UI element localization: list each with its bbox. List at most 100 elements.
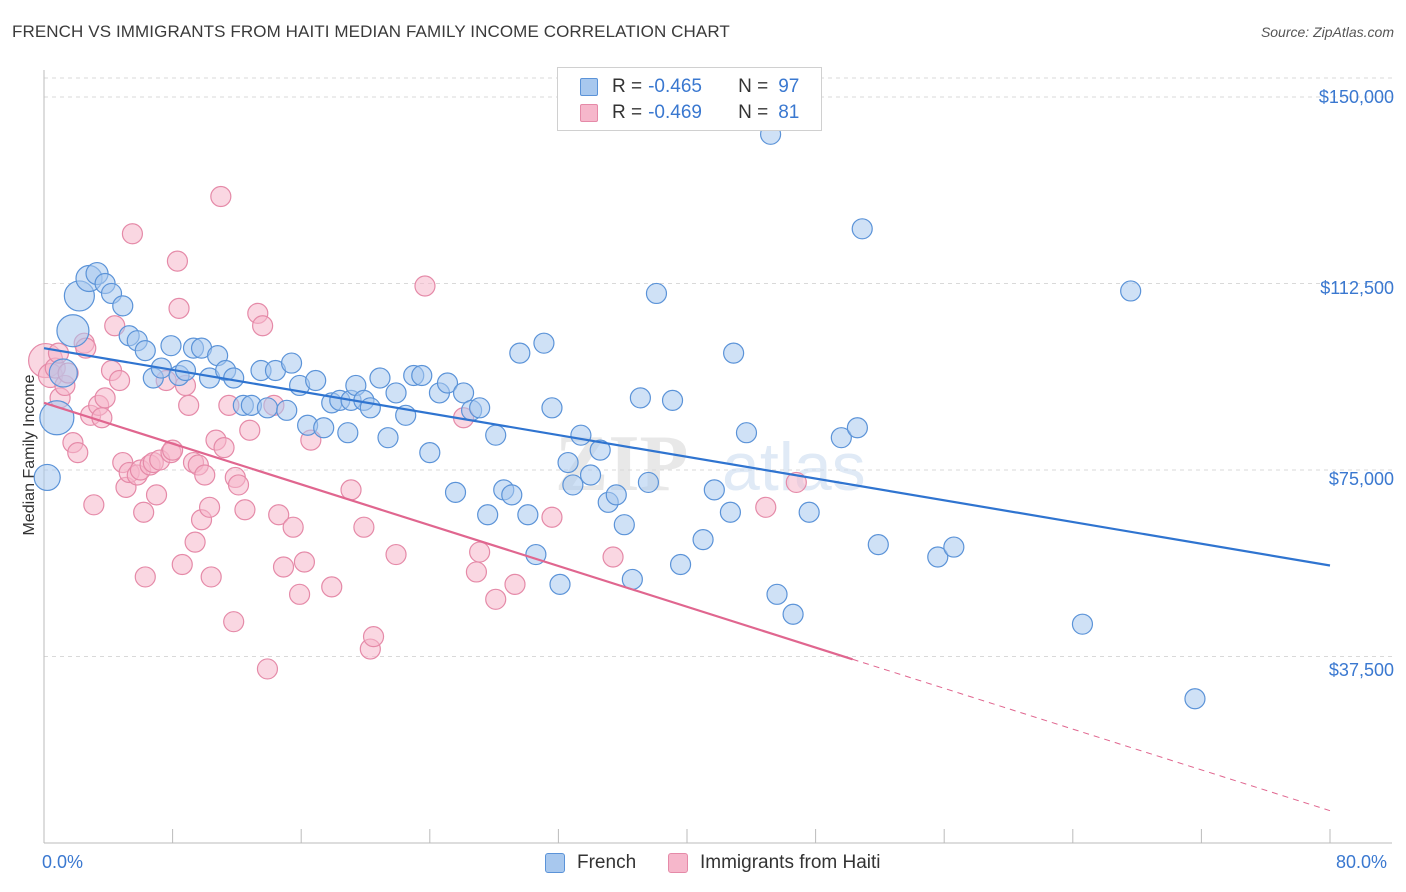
n-value: 81 xyxy=(778,102,800,123)
haiti-swatch xyxy=(668,853,688,873)
french-point xyxy=(719,501,742,523)
haiti-point xyxy=(469,541,491,563)
french-point xyxy=(256,397,279,419)
haiti-point xyxy=(485,588,507,610)
y-tick-label: $112,500 xyxy=(1320,278,1394,298)
french-point xyxy=(562,474,584,496)
x-tick-label-max: 80.0% xyxy=(1336,852,1388,872)
french-point xyxy=(661,389,684,411)
r-value: -0.469 xyxy=(648,102,702,123)
french-swatch xyxy=(580,78,598,96)
french-point xyxy=(645,282,668,305)
stats-row-haiti: R = -0.469 N = 81 xyxy=(580,102,799,124)
french-point xyxy=(411,364,433,387)
haiti-point xyxy=(198,496,221,518)
haiti-point xyxy=(385,543,407,566)
french-point xyxy=(782,603,804,625)
haiti-point xyxy=(272,556,295,578)
n-key: N = xyxy=(738,76,769,97)
french-point xyxy=(766,583,788,605)
french-point xyxy=(477,504,499,526)
french-point xyxy=(160,335,182,357)
haiti-point xyxy=(239,419,261,441)
french-point xyxy=(369,367,391,389)
french-point xyxy=(452,382,475,404)
haiti-point xyxy=(145,484,168,506)
haiti-swatch xyxy=(580,104,598,122)
french-point xyxy=(385,382,407,404)
french-point xyxy=(56,314,90,348)
haiti-point xyxy=(108,369,131,392)
french-point xyxy=(867,533,889,556)
french-points xyxy=(33,123,1206,710)
gridlines xyxy=(44,77,1392,657)
french-point xyxy=(419,441,441,464)
haiti-point xyxy=(91,407,113,429)
haiti-point xyxy=(200,566,222,588)
haiti-point xyxy=(252,315,274,337)
trend-lines xyxy=(43,347,1331,812)
french-point xyxy=(1071,613,1094,635)
r-key: R = xyxy=(612,102,643,123)
legend-label: Immigrants from Haiti xyxy=(700,852,881,873)
legend-item-haiti[interactable]: Immigrants from Haiti xyxy=(668,852,881,874)
french-point xyxy=(501,484,523,506)
french-point xyxy=(669,553,692,576)
haiti-point xyxy=(168,297,190,319)
haiti-points xyxy=(28,185,807,680)
x-tick-label-min: 0.0% xyxy=(42,852,84,872)
haiti-trend-line xyxy=(43,401,853,661)
haiti-point xyxy=(166,250,189,272)
haiti-point xyxy=(465,561,488,583)
haiti-point xyxy=(234,499,256,521)
haiti-trend-line-extension xyxy=(852,658,1331,812)
legend-item-french[interactable]: French xyxy=(545,852,636,874)
series-legend: French Immigrants from Haiti xyxy=(0,852,1406,878)
haiti-point xyxy=(194,464,216,486)
haiti-point xyxy=(362,626,385,648)
haiti-point xyxy=(121,223,144,245)
haiti-point xyxy=(414,275,436,297)
haiti-point xyxy=(213,437,235,459)
haiti-point xyxy=(104,315,126,337)
haiti-point xyxy=(210,185,232,208)
french-point xyxy=(830,427,852,449)
n-value: 97 xyxy=(778,76,800,97)
haiti-point xyxy=(785,471,807,494)
y-tick-label: $37,500 xyxy=(1328,660,1394,680)
n-key: N = xyxy=(738,102,769,123)
french-point xyxy=(735,422,758,444)
haiti-point xyxy=(67,441,89,464)
french-point xyxy=(927,546,949,568)
french-point xyxy=(703,479,725,501)
stats-row-french: R = -0.465 N = 97 xyxy=(580,76,799,98)
french-point xyxy=(48,358,78,388)
haiti-point xyxy=(321,576,343,598)
haiti-point xyxy=(223,611,245,633)
haiti-point xyxy=(178,394,200,416)
haiti-point xyxy=(268,504,290,526)
r-value: -0.465 xyxy=(648,76,702,97)
french-point xyxy=(613,514,635,536)
haiti-point xyxy=(293,551,316,573)
haiti-point xyxy=(94,387,116,409)
french-point xyxy=(436,372,459,394)
y-tick-label: $75,000 xyxy=(1328,469,1394,489)
french-point xyxy=(1184,688,1206,710)
haiti-point xyxy=(83,494,105,516)
french-point xyxy=(579,464,602,486)
french-point xyxy=(637,471,660,494)
french-point xyxy=(377,427,399,449)
french-point xyxy=(444,481,467,503)
haiti-point xyxy=(353,516,375,538)
french-point xyxy=(469,397,491,419)
haiti-point xyxy=(133,501,155,523)
french-point xyxy=(485,424,507,446)
french-point xyxy=(692,529,714,551)
french-point xyxy=(541,397,563,419)
french-point xyxy=(723,342,745,364)
haiti-point xyxy=(134,566,156,588)
french-point xyxy=(557,451,579,474)
french-point xyxy=(605,484,627,506)
